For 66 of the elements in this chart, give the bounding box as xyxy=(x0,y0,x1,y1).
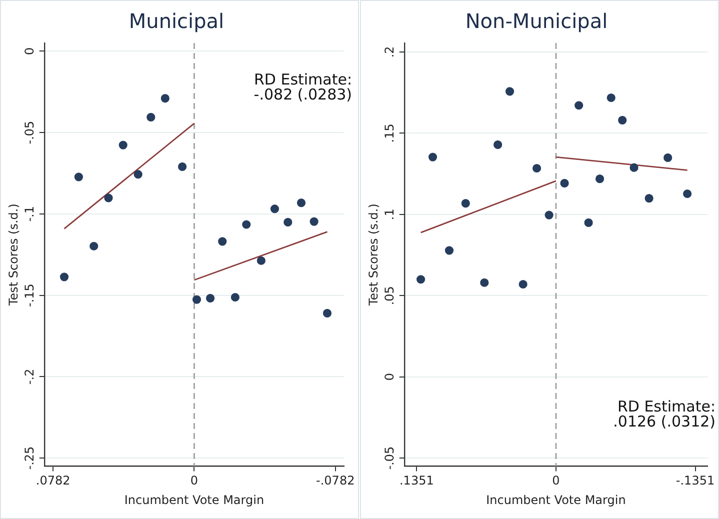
point xyxy=(606,93,616,102)
point xyxy=(505,87,514,96)
y-tick-label: -.2 xyxy=(22,368,37,385)
y-tick-label: .15 xyxy=(382,124,397,143)
point xyxy=(218,237,227,246)
y-tick-label: .05 xyxy=(382,286,397,306)
point xyxy=(644,194,654,203)
point xyxy=(160,94,170,103)
point xyxy=(480,278,489,287)
point xyxy=(518,280,528,289)
point xyxy=(322,308,332,318)
point xyxy=(118,140,128,150)
chart-title: Municipal xyxy=(128,9,224,34)
y-tick-label: -.05 xyxy=(22,120,37,144)
point xyxy=(618,116,627,124)
point xyxy=(134,170,142,179)
y-axis-title: Test Scores (s.d.) xyxy=(6,204,20,307)
point xyxy=(270,204,280,214)
annotation: RD Estimate: -.082 (.0283) xyxy=(254,70,352,104)
point xyxy=(584,218,593,227)
x-tick-label: -.0782 xyxy=(316,474,355,488)
point xyxy=(178,162,187,172)
point xyxy=(461,199,470,208)
point xyxy=(206,294,215,303)
point xyxy=(428,152,438,162)
point xyxy=(146,112,156,122)
point xyxy=(284,218,292,227)
y-tick-label: -.15 xyxy=(22,284,37,308)
point xyxy=(230,292,240,302)
point xyxy=(296,198,306,208)
x-axis-title: Incumbent Vote Margin xyxy=(486,492,626,507)
x-tick-label: .1351 xyxy=(399,474,434,488)
point xyxy=(192,295,202,304)
point xyxy=(310,217,318,226)
y-tick-label: 0 xyxy=(382,373,397,381)
y-tick-label: -.1 xyxy=(22,206,37,222)
point xyxy=(74,172,83,182)
y-tick-label: 0 xyxy=(22,47,37,55)
point xyxy=(90,242,98,250)
point xyxy=(560,178,569,188)
x-axis-title: Incumbent Vote Margin xyxy=(124,492,264,507)
point xyxy=(532,164,542,173)
y-axis-title: Test Scores (s.d.) xyxy=(366,204,380,307)
chart-title: Non-Municipal xyxy=(465,9,608,34)
point xyxy=(242,220,251,229)
y-tick-label: .2 xyxy=(382,46,397,58)
point xyxy=(664,153,672,162)
x-tick-label: 0 xyxy=(190,474,198,488)
point xyxy=(595,174,604,184)
x-tick-label: 0 xyxy=(552,474,560,488)
point xyxy=(683,189,692,198)
point xyxy=(630,163,638,172)
x-tick-label: -.1351 xyxy=(676,474,715,488)
point xyxy=(60,272,69,282)
y-tick-label: .1 xyxy=(382,208,397,220)
point xyxy=(444,246,454,255)
point xyxy=(256,256,266,265)
point xyxy=(416,275,426,284)
annotation: RD Estimate: .0126 (.0312) xyxy=(613,398,716,431)
y-tick-label: -.05 xyxy=(382,446,397,470)
point xyxy=(494,140,502,149)
point xyxy=(574,101,584,110)
y-tick-label: -.25 xyxy=(22,446,37,470)
point xyxy=(104,194,113,202)
point xyxy=(544,210,554,220)
x-tick-label: .0782 xyxy=(36,474,70,488)
